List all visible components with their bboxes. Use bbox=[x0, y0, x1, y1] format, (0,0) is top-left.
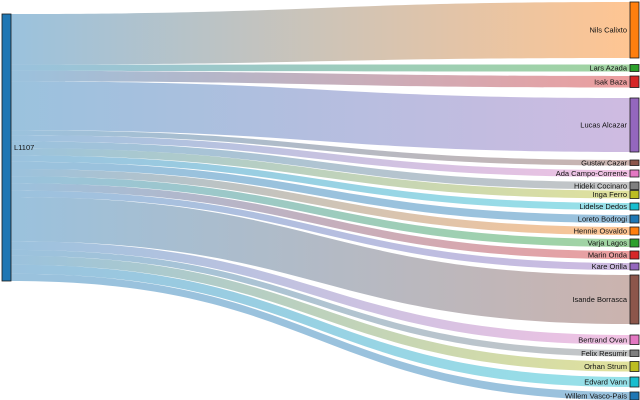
node-orhan-strum[interactable] bbox=[629, 361, 640, 372]
link-to-marin-onda[interactable] bbox=[11, 183, 630, 259]
node-lars-azada[interactable] bbox=[629, 64, 640, 72]
node-bertrand-ovan[interactable] bbox=[629, 334, 640, 345]
link-to-bertrand-ovan[interactable] bbox=[11, 241, 630, 345]
label-inga-ferro: Inga Ferro bbox=[592, 190, 627, 199]
label-bertrand-ovan: Bertrand Ovan bbox=[578, 335, 627, 344]
label-loreto-bodrogi: Loreto Bodrogi bbox=[578, 215, 628, 224]
label-gustav-cazar: Gustav Cazar bbox=[581, 158, 627, 167]
link-to-ada-campo-corrente[interactable] bbox=[11, 135, 630, 177]
link-to-isak-baza[interactable] bbox=[11, 70, 630, 88]
label-lidelse-dedos: Lidelse Dedos bbox=[579, 202, 627, 211]
node-ada-campo-corrente[interactable] bbox=[629, 169, 640, 178]
node-lidelse-dedos[interactable] bbox=[629, 202, 640, 211]
node-kare-orilla[interactable] bbox=[629, 262, 640, 271]
node-nils-calixto[interactable] bbox=[629, 1, 640, 59]
link-to-hideki-cocinaro[interactable] bbox=[11, 141, 630, 190]
node-hideki-cocinaro[interactable] bbox=[629, 181, 640, 190]
link-to-willem-vasco-pais[interactable] bbox=[11, 273, 630, 400]
label-lucas-alcazar: Lucas Alcazar bbox=[580, 121, 627, 130]
label-willem-vasco-pais: Willem Vasco-Pais bbox=[565, 392, 627, 400]
link-to-varja-lagos[interactable] bbox=[11, 176, 630, 247]
link-to-orhan-strum[interactable] bbox=[11, 255, 630, 372]
node-gustav-cazar[interactable] bbox=[629, 159, 640, 166]
label-lars-azada: Lars Azada bbox=[589, 64, 627, 73]
link-to-gustav-cazar[interactable] bbox=[11, 130, 630, 166]
link-to-nils-calixto[interactable] bbox=[11, 2, 630, 65]
node-edvard-vann[interactable] bbox=[629, 376, 640, 388]
node-l1107[interactable] bbox=[1, 13, 12, 282]
node-varja-lagos[interactable] bbox=[629, 238, 640, 248]
label-isak-baza: Isak Baza bbox=[594, 77, 628, 86]
label-hennie-osvaldo: Hennie Osvaldo bbox=[574, 227, 627, 236]
label-l1107: L1107 bbox=[14, 143, 34, 152]
node-marin-onda[interactable] bbox=[629, 250, 640, 260]
link-to-lidelse-dedos[interactable] bbox=[11, 155, 630, 210]
label-ada-campo-corrente: Ada Campo-Corrente bbox=[556, 169, 627, 178]
label-kare-orilla: Kare Orilla bbox=[592, 262, 628, 271]
label-felix-resumir: Felix Resumir bbox=[581, 349, 627, 358]
node-isande-borrasca[interactable] bbox=[629, 274, 640, 325]
label-nils-calixto: Nils Calixto bbox=[589, 26, 627, 35]
node-loreto-bodrogi[interactable] bbox=[629, 214, 640, 224]
node-felix-resumir[interactable] bbox=[629, 349, 640, 357]
link-to-edvard-vann[interactable] bbox=[11, 264, 630, 387]
node-lucas-alcazar[interactable] bbox=[629, 97, 640, 153]
link-to-kare-orilla[interactable] bbox=[11, 190, 630, 270]
label-isande-borrasca: Isande Borrasca bbox=[572, 295, 627, 304]
node-inga-ferro[interactable] bbox=[629, 190, 640, 199]
link-to-hennie-osvaldo[interactable] bbox=[11, 168, 630, 235]
link-to-inga-ferro[interactable] bbox=[11, 148, 630, 199]
link-to-isande-borrasca[interactable] bbox=[11, 196, 630, 324]
node-isak-baza[interactable] bbox=[629, 75, 640, 88]
labels-layer: L1107 Nils Calixto Lars Azada Isak Baza Luca… bbox=[14, 26, 628, 400]
links-layer bbox=[11, 2, 630, 400]
link-to-lucas-alcazar[interactable] bbox=[11, 81, 630, 152]
label-orhan-strum: Orhan Strum bbox=[584, 362, 627, 371]
link-to-lars-azada[interactable] bbox=[11, 64, 630, 72]
node-willem-vasco-pais[interactable] bbox=[629, 391, 640, 400]
label-hideki-cocinaro: Hideki Cocinaro bbox=[574, 181, 627, 190]
node-hennie-osvaldo[interactable] bbox=[629, 226, 640, 236]
label-marin-onda: Marin Onda bbox=[588, 251, 628, 260]
link-to-loreto-bodrogi[interactable] bbox=[11, 161, 630, 223]
label-varja-lagos: Varja Lagos bbox=[588, 239, 628, 248]
link-to-felix-resumir[interactable] bbox=[11, 249, 630, 357]
label-edvard-vann: Edvard Vann bbox=[584, 378, 627, 387]
